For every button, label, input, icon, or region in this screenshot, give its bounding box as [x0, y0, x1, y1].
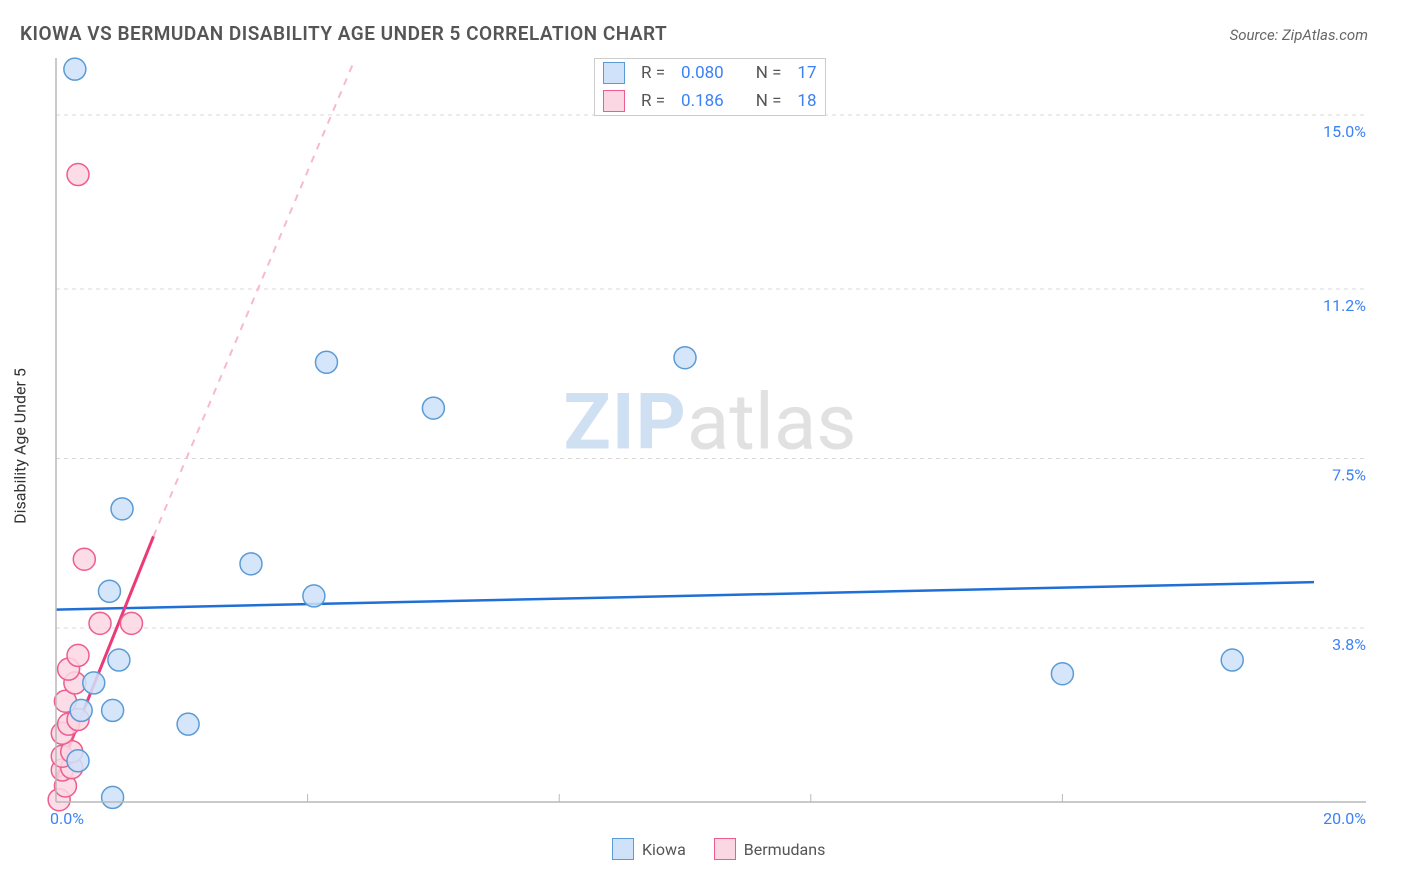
scatter-plot-svg: 3.8% 7.5% 11.2% 15.0% 0.0% 20.0%: [46, 56, 1374, 836]
series-legend: Kiowa Bermudans: [612, 838, 825, 860]
data-point-kiowa: [177, 713, 199, 735]
n-label: N =: [748, 87, 790, 115]
data-point-kiowa: [111, 498, 133, 520]
data-point-kiowa: [240, 553, 262, 575]
series-legend-item: Kiowa: [612, 838, 686, 860]
legend-swatch: [714, 838, 736, 860]
data-point-kiowa: [64, 58, 86, 80]
series-label: Kiowa: [642, 840, 686, 859]
data-point-kiowa: [674, 347, 696, 369]
data-point-kiowa: [315, 351, 337, 373]
data-point-kiowa: [98, 580, 120, 602]
series-legend-item: Bermudans: [714, 838, 826, 860]
legend-swatch: [603, 62, 625, 84]
stats-legend-row: R =0.080 N =17: [595, 59, 825, 87]
n-value: 18: [789, 87, 824, 115]
r-value: 0.080: [673, 59, 732, 87]
chart-area: Disability Age Under 5 ZIPatlas 3.8%7.5%…: [46, 56, 1374, 836]
data-point-bermudans: [120, 612, 142, 634]
chart-title: KIOWA VS BERMUDAN DISABILITY AGE UNDER 5…: [20, 22, 667, 45]
data-point-bermudans: [73, 548, 95, 570]
y-tick-label: 11.2%: [1323, 296, 1366, 315]
x-tick-label: 0.0%: [50, 809, 84, 828]
data-point-kiowa: [67, 750, 89, 772]
data-point-kiowa: [102, 786, 124, 808]
data-point-kiowa: [1221, 649, 1243, 671]
x-tick-label: 20.0%: [1323, 809, 1366, 828]
trend-line-bermudans-extrapolated: [153, 60, 354, 536]
y-tick-label: 7.5%: [1332, 465, 1366, 484]
y-tick-label: 15.0%: [1323, 122, 1366, 141]
data-point-kiowa: [83, 672, 105, 694]
source-attribution: Source: ZipAtlas.com: [1230, 26, 1368, 44]
y-axis-label: Disability Age Under 5: [11, 368, 30, 524]
data-point-kiowa: [303, 585, 325, 607]
data-point-kiowa: [1051, 663, 1073, 685]
r-label: R =: [633, 87, 673, 115]
data-point-kiowa: [102, 699, 124, 721]
data-point-kiowa: [108, 649, 130, 671]
y-tick-label: 3.8%: [1332, 635, 1366, 654]
trend-line-kiowa: [56, 582, 1314, 609]
r-value: 0.186: [673, 87, 732, 115]
legend-swatch: [603, 90, 625, 112]
data-point-bermudans: [67, 644, 89, 666]
series-label: Bermudans: [744, 840, 826, 859]
legend-swatch: [612, 838, 634, 860]
r-label: R =: [633, 59, 673, 87]
data-point-kiowa: [70, 699, 92, 721]
n-value: 17: [789, 59, 824, 87]
stats-legend: R =0.080 N =17 R =0.186 N =18: [594, 58, 826, 116]
stats-legend-row: R =0.186 N =18: [595, 87, 825, 115]
n-label: N =: [748, 59, 790, 87]
data-point-bermudans: [89, 612, 111, 634]
data-point-kiowa: [422, 397, 444, 419]
data-point-bermudans: [67, 164, 89, 186]
